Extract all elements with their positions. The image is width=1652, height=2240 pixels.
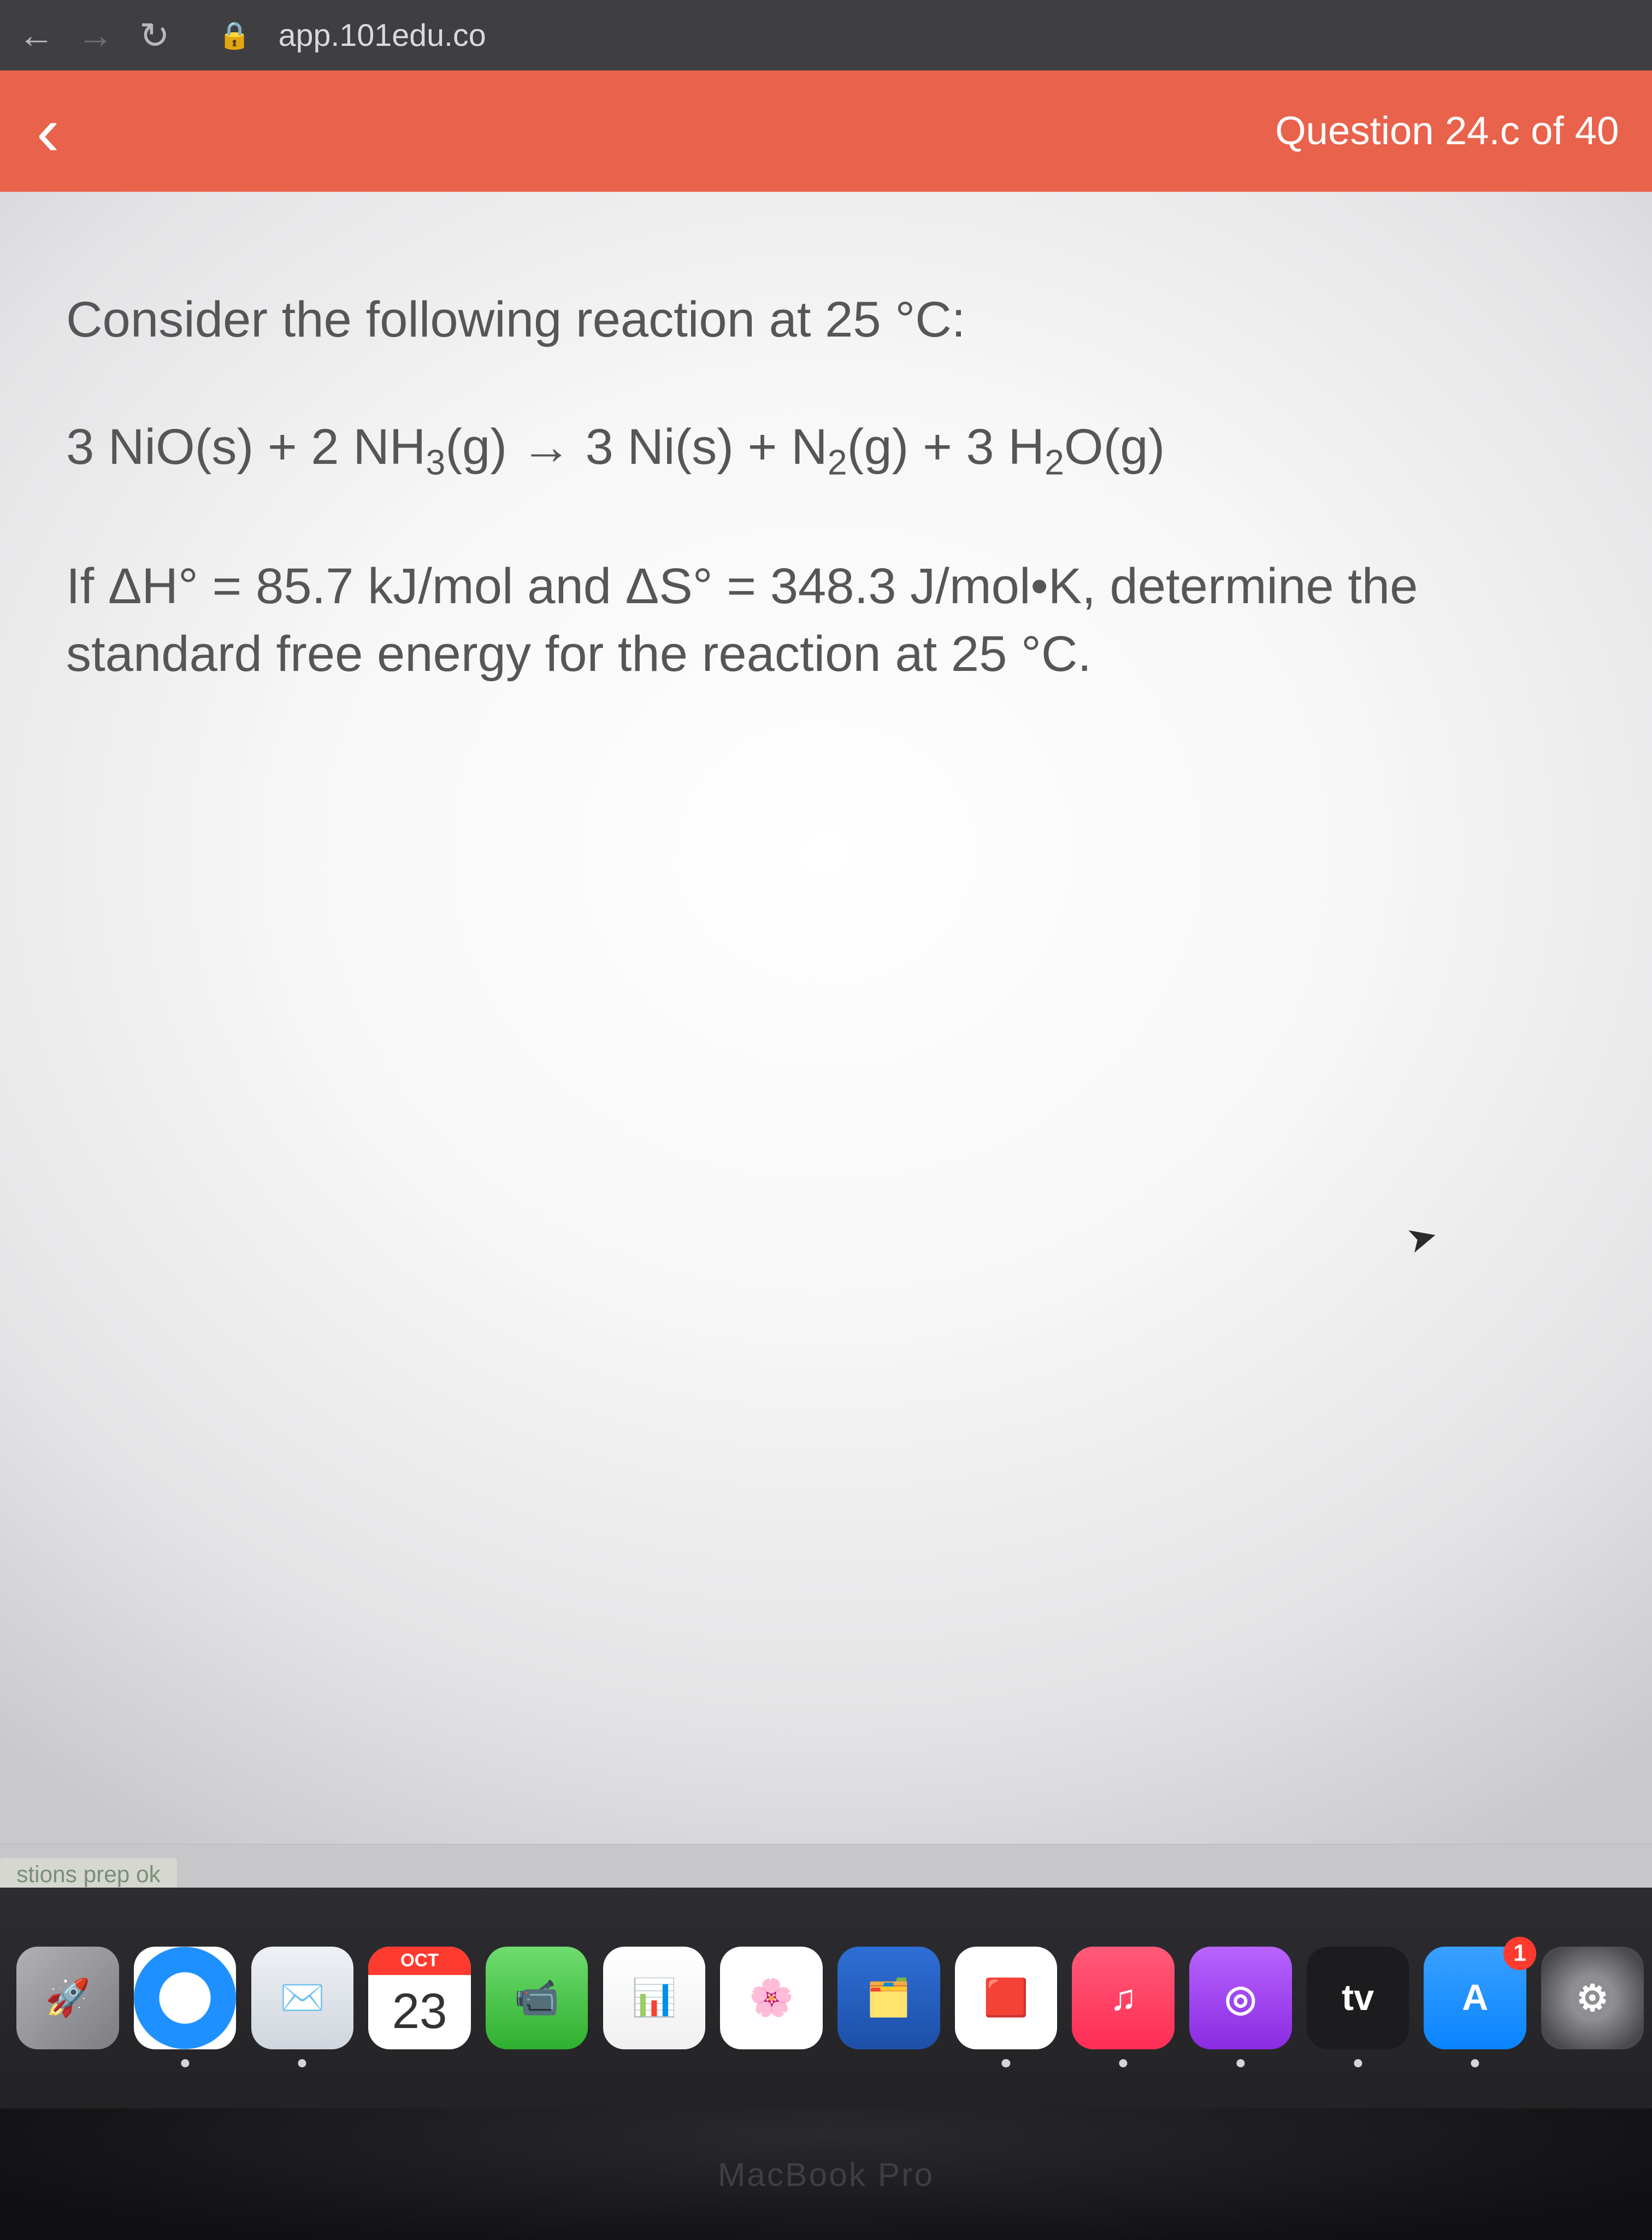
background-tab-text: stions prep ok (0, 1858, 177, 1888)
question-prompt: Consider the following reaction at 25 °C… (66, 291, 1586, 349)
dock-keynote-icon[interactable]: 🗂️ (837, 1947, 940, 2049)
dock-music-icon[interactable]: ♫ (1072, 1947, 1174, 2049)
browser-toolbar: ← → ↻ 🔒 app.101edu.co (0, 0, 1652, 70)
laptop-bezel: MacBook Pro (0, 2108, 1652, 2240)
background-tab-sliver: stions prep ok (0, 1844, 1652, 1888)
nav-reload-button[interactable]: ↻ (134, 14, 174, 57)
dock-numbers-icon[interactable]: 📊 (603, 1947, 705, 2049)
dock-facetime-icon[interactable]: 📹 (486, 1947, 588, 2049)
lock-icon: 🔒 (218, 20, 251, 51)
dock-photos-icon[interactable]: 🌸 (720, 1947, 822, 2049)
back-button[interactable]: ‹ (20, 91, 76, 171)
dock-mail-icon[interactable]: ✉️ (251, 1947, 353, 2049)
dock-appstore-icon[interactable]: A1 (1424, 1947, 1526, 2049)
dock-calendar-icon[interactable]: OCT23 (368, 1947, 470, 2049)
url-text[interactable]: app.101edu.co (279, 17, 486, 54)
nav-forward-button[interactable]: → (75, 15, 115, 56)
calendar-day-label: 23 (392, 1975, 447, 2049)
dock-badge: 1 (1503, 1937, 1536, 1970)
dock-podcasts-icon[interactable]: ◎ (1189, 1947, 1291, 2049)
dock-safari-icon[interactable] (134, 1947, 236, 2049)
dock-launchpad-icon[interactable]: 🚀 (16, 1947, 119, 2049)
question-given: If ΔH° = 85.7 kJ/mol and ΔS° = 348.3 J/m… (66, 552, 1586, 688)
app-header: ‹ Question 24.c of 40 (0, 70, 1652, 192)
question-counter: Question 24.c of 40 (1275, 108, 1619, 154)
question-body: Consider the following reaction at 25 °C… (0, 192, 1652, 1844)
reaction-equation: 3 NiO(s) + 2 NH3(g) → 3 Ni(s) + N2(g) + … (66, 418, 1586, 482)
dock-settings-icon[interactable]: ⚙︎ (1541, 1947, 1643, 2049)
dock-shortcuts-icon[interactable]: 🟥 (955, 1947, 1057, 2049)
dock-appletv-icon[interactable]: tv (1307, 1947, 1409, 2049)
dock: 🚀✉️OCT23📹📊🌸🗂️🟥♫◎tvA1⚙︎? (0, 1888, 1652, 2108)
calendar-month-label: OCT (368, 1947, 470, 1974)
nav-back-button[interactable]: ← (16, 15, 56, 56)
laptop-model-text: MacBook Pro (718, 2155, 934, 2194)
cursor-icon: ➤ (1402, 1213, 1442, 1262)
